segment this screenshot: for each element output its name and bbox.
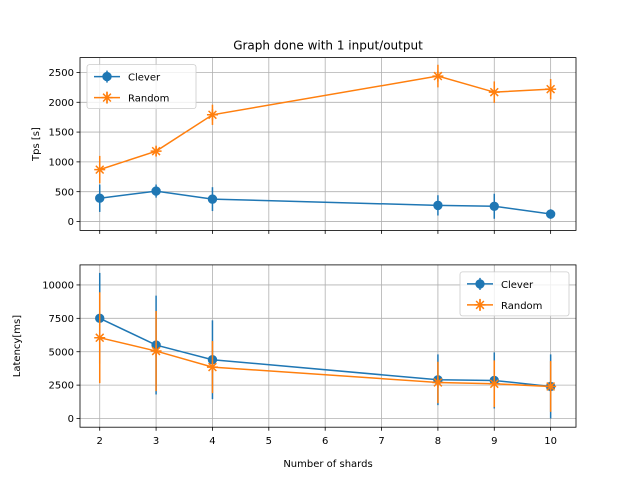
- y-tick-label: 2000: [49, 98, 74, 109]
- legend-label: Clever: [128, 73, 161, 84]
- x-tick-label: 10: [544, 436, 557, 447]
- chart-title: Graph done with 1 input/output: [233, 39, 423, 53]
- y-tick-label: 7500: [49, 314, 74, 325]
- legend-marker: [475, 279, 485, 289]
- x-tick-label: 4: [209, 436, 215, 447]
- x-tick-label: 2: [97, 436, 103, 447]
- y-tick-label: 10000: [42, 281, 74, 292]
- legend-label: Clever: [501, 280, 534, 291]
- x-axis-label: Number of shards: [283, 459, 372, 470]
- x-tick-label: 6: [322, 436, 328, 447]
- series-random: [94, 292, 557, 412]
- legend-marker: [102, 71, 112, 82]
- x-tick-label: 9: [491, 436, 497, 447]
- y-axis-label: Tps [s]: [31, 127, 42, 162]
- x-tick-label: 8: [435, 436, 441, 447]
- data-point: [206, 109, 218, 121]
- y-axis-label: Latency[ms]: [12, 315, 23, 377]
- axes-frame: [79, 57, 577, 231]
- data-point: [432, 376, 444, 388]
- data-point: [545, 83, 557, 95]
- legend: Clever Random: [86, 64, 197, 109]
- data-point: [489, 201, 499, 211]
- data-point: [94, 332, 106, 344]
- legend-label: Random: [501, 301, 542, 312]
- y-tick-label: 1500: [49, 128, 74, 139]
- y-tick-label: 500: [55, 187, 74, 198]
- legend-label: Random: [128, 94, 169, 105]
- tps-chart: 0 500 1000 1500 2000 2500 Graph done with 1 in…: [31, 39, 577, 234]
- y-tick-label: 5000: [49, 347, 74, 358]
- data-point: [95, 193, 105, 203]
- y-tick-label: 0: [68, 217, 74, 228]
- x-tick-label: 3: [153, 436, 159, 447]
- axes-frame: [79, 264, 577, 428]
- data-point: [150, 145, 162, 157]
- y-tick-label: 2500: [49, 381, 74, 392]
- legend: Clever Random: [459, 271, 570, 317]
- series-line: [99, 317, 551, 388]
- latency-chart: 0 2500 5000 7500 10000 2 3 4 5 6 7 8 9 10 Number of sh…: [12, 264, 577, 470]
- x-tick-label: 5: [266, 436, 272, 447]
- data-point: [545, 380, 557, 392]
- series-random: [94, 64, 557, 184]
- x-tick-label: 7: [378, 436, 384, 447]
- y-tick-label: 0: [68, 414, 74, 425]
- series-clever: [95, 184, 556, 219]
- data-point: [433, 200, 443, 211]
- legend-marker: [474, 299, 486, 311]
- data-point: [432, 70, 444, 82]
- data-point: [488, 378, 500, 390]
- data-point: [207, 194, 218, 204]
- data-point: [488, 86, 500, 98]
- series-line: [99, 190, 551, 215]
- data-point: [545, 209, 556, 219]
- data-point: [206, 361, 218, 373]
- legend-marker: [101, 92, 113, 104]
- series-line: [99, 336, 551, 388]
- data-point: [150, 345, 162, 357]
- y-tick-label: 1000: [49, 157, 74, 168]
- series-line: [99, 75, 551, 171]
- y-tick-label: 2500: [49, 68, 74, 79]
- data-point: [94, 164, 106, 176]
- data-point: [151, 186, 161, 196]
